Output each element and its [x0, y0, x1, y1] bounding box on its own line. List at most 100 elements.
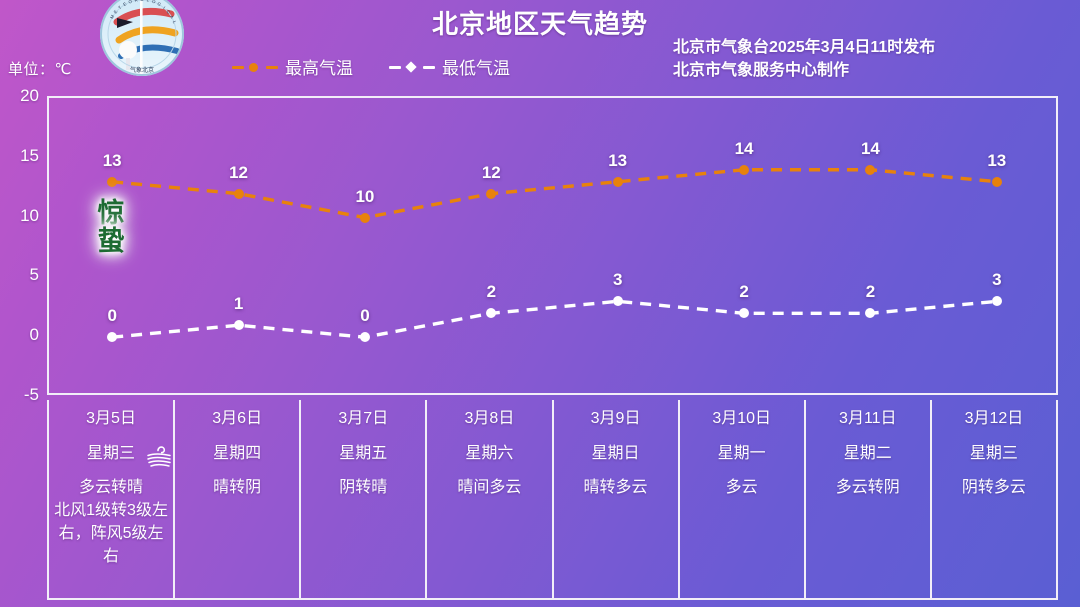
high-temperature-point	[865, 164, 876, 175]
forecast-weekday: 星期四	[213, 444, 262, 462]
low-temp-line-marker-icon	[389, 60, 435, 74]
forecast-column[interactable]: 3月5日 星期三 多云转晴 北风1级转3级左右，阵风5级左右	[49, 400, 176, 598]
forecast-condition-line: 多云	[725, 479, 758, 497]
forecast-condition: 晴转阴	[175, 477, 299, 500]
forecast-column[interactable]: 3月11日星期二多云转阴	[806, 400, 932, 598]
low-temperature-point	[107, 332, 118, 343]
high-temperature-value-label: 12	[481, 162, 501, 182]
svg-text:E: E	[113, 9, 119, 15]
solar-term-char-2: 蛰	[97, 225, 125, 256]
low-temperature-value-label: 2	[865, 282, 876, 302]
high-temperature-point	[486, 188, 497, 199]
high-temperature-value-label: 13	[987, 150, 1007, 170]
forecast-condition: 晴间多云	[427, 477, 551, 500]
forecast-condition: 阴转晴	[301, 477, 425, 500]
forecast-table: 3月5日 星期三 多云转晴 北风1级转3级左右，阵风5级左右 3月6日 星期四 晴转阴 3月7…	[47, 400, 1058, 600]
forecast-condition-line: 晴转多云	[583, 479, 648, 497]
forecast-weekday: 星期三	[969, 444, 1018, 462]
forecast-condition: 阴转多云	[932, 477, 1056, 500]
forecast-condition-line: 阴转晴	[339, 479, 388, 497]
forecast-column[interactable]: 3月7日星期五阴转晴	[301, 400, 428, 598]
temperature-chart: 13 12 10 12 13 14 14 13 0 1 0 2 3 2 2 3	[47, 96, 1058, 395]
forecast-date: 3月5日	[86, 410, 136, 427]
svg-text:O: O	[140, 0, 144, 2]
y-axis-tick: 20	[20, 86, 39, 105]
forecast-date: 3月7日	[338, 410, 389, 427]
beijing-meteorological-service-logo: M E T E O R O L O G I C A L 气象北京	[87, 0, 197, 84]
chart-legend: 最高气温 最低气温	[232, 54, 510, 79]
forecast-date: 3月6日	[212, 410, 263, 427]
high-temperature-point	[107, 176, 118, 187]
svg-text:C: C	[165, 9, 171, 15]
forecast-condition-line: 阴转多云	[961, 479, 1026, 497]
high-temperature-point	[739, 164, 750, 175]
y-axis-tick: 5	[29, 265, 39, 285]
forecast-date: 3月9日	[590, 410, 641, 427]
high-temperature-value-label: 14	[860, 138, 880, 158]
forecast-column[interactable]: 3月12日星期三阴转多云	[932, 400, 1056, 598]
svg-text:A: A	[169, 14, 175, 19]
forecast-condition: 多云	[680, 477, 804, 500]
forecast-weekday: 星期五	[339, 444, 388, 462]
low-temperature-point	[739, 308, 750, 319]
publisher-line-1: 北京市气象台2025年3月4日11时发布	[673, 39, 936, 56]
forecast-condition: 多云转阴	[806, 477, 930, 500]
forecast-column[interactable]: 3月6日星期四晴转阴	[175, 400, 302, 598]
page-title: 北京地区天气趋势	[431, 9, 648, 39]
forecast-condition-line: 晴转阴	[213, 479, 262, 497]
y-axis-tick: 15	[20, 145, 39, 165]
chart-lines	[112, 168, 997, 339]
legend-item-high-temperature: 最高气温	[232, 54, 353, 79]
y-axis-tick: 10	[20, 205, 39, 225]
y-axis-tick: 0	[29, 325, 39, 345]
low-temperature-point	[865, 308, 876, 319]
forecast-weekday: 星期二	[843, 444, 892, 462]
forecast-condition-line: 晴间多云	[457, 479, 522, 497]
forecast-date: 3月12日	[964, 410, 1024, 427]
high-temperature-value-label: 10	[355, 186, 375, 206]
forecast-column[interactable]: 3月9日星期日晴转多云	[554, 400, 680, 598]
solar-term-char-1: 惊	[97, 198, 125, 228]
svg-text:E: E	[122, 1, 127, 7]
low-temperature-point	[991, 296, 1002, 307]
forecast-weekday: 星期六	[465, 444, 514, 462]
high-temp-line-marker-icon	[232, 60, 278, 74]
forecast-date: 3月11日	[839, 410, 897, 427]
svg-text:G: G	[157, 1, 163, 7]
svg-text:I: I	[162, 5, 166, 10]
forecast-column[interactable]: 3月8日 星期六 晴间多云	[427, 400, 554, 598]
svg-text:M: M	[109, 14, 115, 20]
low-temperature-point	[612, 296, 623, 307]
y-axis-tick: -5	[23, 385, 39, 404]
high-temperature-point	[233, 188, 244, 199]
wind-icon	[144, 445, 174, 471]
high-temperature-value-label: 14	[734, 138, 754, 158]
forecast-weekday: 星期日	[591, 444, 640, 462]
svg-text:T: T	[117, 5, 123, 11]
svg-text:L: L	[146, 0, 150, 3]
y-axis: 20 15 10 5 0 -5	[0, 86, 45, 404]
low-temperature-value-label: 3	[992, 270, 1002, 290]
svg-text:L: L	[172, 20, 178, 25]
forecast-column[interactable]: 3月10日星期一多云	[680, 400, 806, 598]
legend-item-low-temperature: 最低气温	[389, 54, 510, 79]
high-temperature-value-label: 12	[229, 162, 249, 182]
high-temperature-point	[991, 176, 1002, 187]
forecast-condition-line: 北风1级转3级左右，阵风5级左右	[54, 502, 168, 565]
forecast-date: 3月10日	[712, 410, 772, 427]
forecast-weekday: 星期一	[717, 444, 766, 462]
high-temperature-value-label: 13	[102, 150, 122, 170]
publisher-info: 北京市气象台2025年3月4日11时发布 北京市气象服务中心制作	[673, 36, 935, 82]
low-temperature-value-label: 1	[233, 294, 244, 314]
low-temperature-point	[233, 320, 244, 331]
high-temperature-value-label: 13	[608, 150, 628, 170]
svg-text:气象北京: 气象北京	[130, 66, 154, 74]
low-temperature-value-label: 3	[612, 270, 623, 290]
low-temperature-value-label: 0	[360, 306, 370, 326]
low-temperature-value-label: 2	[739, 282, 749, 302]
unit-label: 单位：℃	[8, 61, 72, 78]
high-temperature-point	[359, 212, 370, 223]
svg-text:O: O	[128, 0, 133, 5]
legend-label-low: 最低气温	[442, 59, 510, 78]
forecast-condition-line: 多云转阴	[835, 479, 900, 497]
